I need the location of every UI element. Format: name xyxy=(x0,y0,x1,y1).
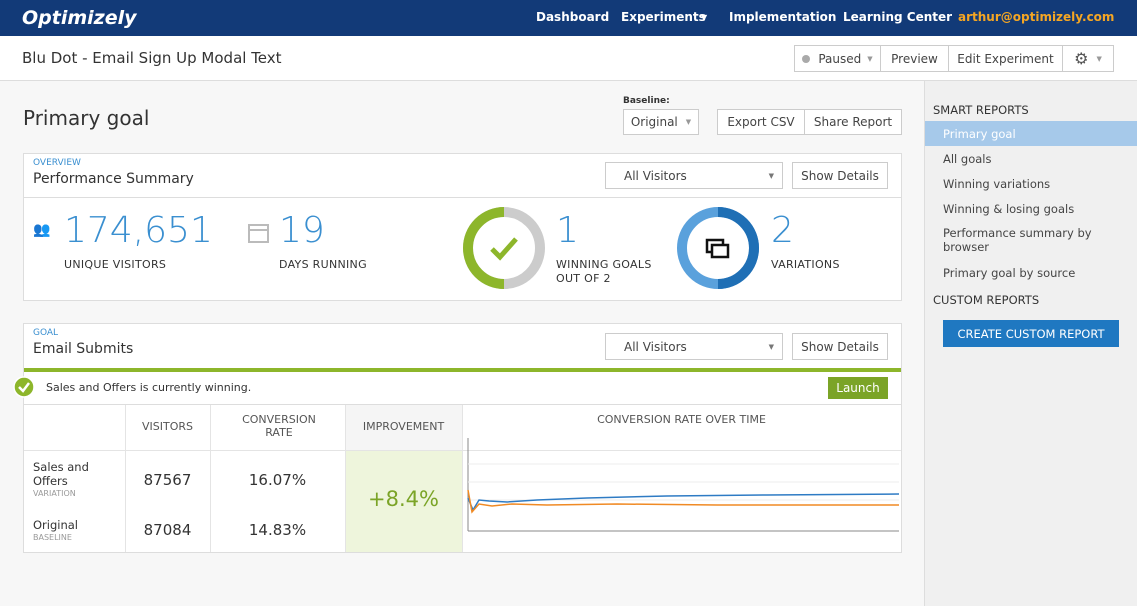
preview-button[interactable]: Preview xyxy=(880,45,949,72)
row-role: BASELINE xyxy=(33,533,72,542)
section-title: CUSTOM REPORTS xyxy=(933,293,1040,307)
stat-label: DAYS RUNNING xyxy=(279,258,367,271)
report-link[interactable]: Performance summary by browser xyxy=(943,226,1092,254)
rate-cell: 14.83% xyxy=(248,521,307,539)
divider xyxy=(125,405,126,552)
segment-select[interactable]: All Visitors ▼ xyxy=(605,162,783,189)
overview-panel: OVERVIEW Performance Summary All Visitor… xyxy=(23,153,902,301)
settings-button[interactable]: ⚙ ▼ xyxy=(1062,45,1114,72)
user-menu[interactable]: arthur@optimizely.com xyxy=(958,10,1115,24)
rate-over-time-chart xyxy=(467,438,899,532)
stat-value: 2 xyxy=(771,210,794,251)
nav-link[interactable]: Learning Center xyxy=(843,10,953,24)
column-header: CONVERSION RATE xyxy=(242,413,316,439)
visitors-cell: 87567 xyxy=(143,471,192,489)
caret: ▼ xyxy=(867,54,873,63)
stat-value: 19 xyxy=(279,210,325,251)
report-title: Primary goal xyxy=(23,106,150,130)
divider xyxy=(462,405,463,552)
baseline-label: Baseline: xyxy=(623,96,670,106)
row-role: VARIATION xyxy=(33,489,76,498)
segment-value: All Visitors xyxy=(624,339,687,354)
winner-banner: Sales and Offers is currently winning. xyxy=(46,381,252,394)
top-nav: Optimizely Dashboard Experiments ▼ Imple… xyxy=(0,0,1137,36)
eyebrow: OVERVIEW xyxy=(33,158,81,168)
nav-link[interactable]: Implementation xyxy=(729,10,837,24)
logo[interactable]: Optimizely xyxy=(22,7,137,29)
variation-line xyxy=(467,493,899,512)
variations-donut xyxy=(677,207,759,289)
header-bar: Blu Dot - Email Sign Up Modal Text Pause… xyxy=(0,36,1137,81)
segment-select[interactable]: All Visitors ▼ xyxy=(605,333,783,360)
experiment-title: Blu Dot - Email Sign Up Modal Text xyxy=(22,49,282,67)
improvement-header-bg xyxy=(345,405,462,450)
column-header: VISITORS xyxy=(142,420,193,433)
report-link[interactable]: All goals xyxy=(943,152,992,166)
active-item-bg xyxy=(925,121,1137,146)
export-button[interactable]: Export CSV xyxy=(717,109,805,135)
baseline-value: Original xyxy=(630,115,678,129)
panel-header xyxy=(24,154,901,198)
panel-title: Email Submits xyxy=(33,341,134,357)
section-title: SMART REPORTS xyxy=(933,103,1029,117)
column-header: CONVERSION RATE OVER TIME xyxy=(597,413,766,426)
status-label: Paused xyxy=(818,51,862,66)
visitors-icon: 👥 xyxy=(33,222,51,238)
launch-button[interactable]: Launch xyxy=(828,377,888,399)
stat-label: WINNING GOALS OUT OF 2 xyxy=(556,258,652,285)
eyebrow: GOAL xyxy=(33,328,59,338)
calendar-icon xyxy=(248,224,269,243)
row-name: Original xyxy=(33,518,79,532)
report-link[interactable]: Primary goal by source xyxy=(943,266,1076,280)
share-button[interactable]: Share Report xyxy=(804,109,902,135)
details-button[interactable]: Show Details xyxy=(792,162,888,189)
report-link[interactable]: Winning variations xyxy=(943,177,1051,191)
stat-label: UNIQUE VISITORS xyxy=(64,258,167,271)
report-link[interactable]: Primary goal xyxy=(943,127,1016,141)
baseline-select[interactable]: Original ▼ xyxy=(623,109,699,135)
panel-title: Performance Summary xyxy=(33,171,194,187)
divider xyxy=(210,405,211,552)
stat-label: VARIATIONS xyxy=(771,258,840,271)
status-dropdown[interactable]: Paused ▼ xyxy=(794,45,881,72)
details-button[interactable]: Show Details xyxy=(792,333,888,360)
rate-cell: 16.07% xyxy=(248,471,307,489)
nav-link[interactable]: Dashboard xyxy=(536,10,610,24)
report-link[interactable]: Winning & losing goals xyxy=(943,202,1075,216)
stat-value: 174,651 xyxy=(64,210,213,251)
create-report-button[interactable]: CREATE CUSTOM REPORT xyxy=(943,320,1119,347)
status-dot xyxy=(802,54,811,63)
goal-panel: GOAL Email Submits All Visitors ▼ Show De… xyxy=(23,323,902,553)
row-name: Sales and Offers xyxy=(33,460,89,488)
divider xyxy=(345,405,346,552)
nav-link[interactable]: Experiments xyxy=(621,10,706,24)
divider xyxy=(24,404,901,405)
improvement-cell: +8.4% xyxy=(368,487,439,511)
baseline-line xyxy=(467,489,899,514)
edit-button[interactable]: Edit Experiment xyxy=(948,45,1063,72)
goals-donut xyxy=(463,207,545,289)
winner-check xyxy=(13,376,35,398)
column-header: IMPROVEMENT xyxy=(362,420,445,433)
visitors-cell: 87084 xyxy=(143,521,192,539)
winner-bar xyxy=(24,368,901,372)
caret: ▼ xyxy=(701,13,708,22)
segment-value: All Visitors xyxy=(624,168,687,183)
stat-value: 1 xyxy=(556,210,579,251)
